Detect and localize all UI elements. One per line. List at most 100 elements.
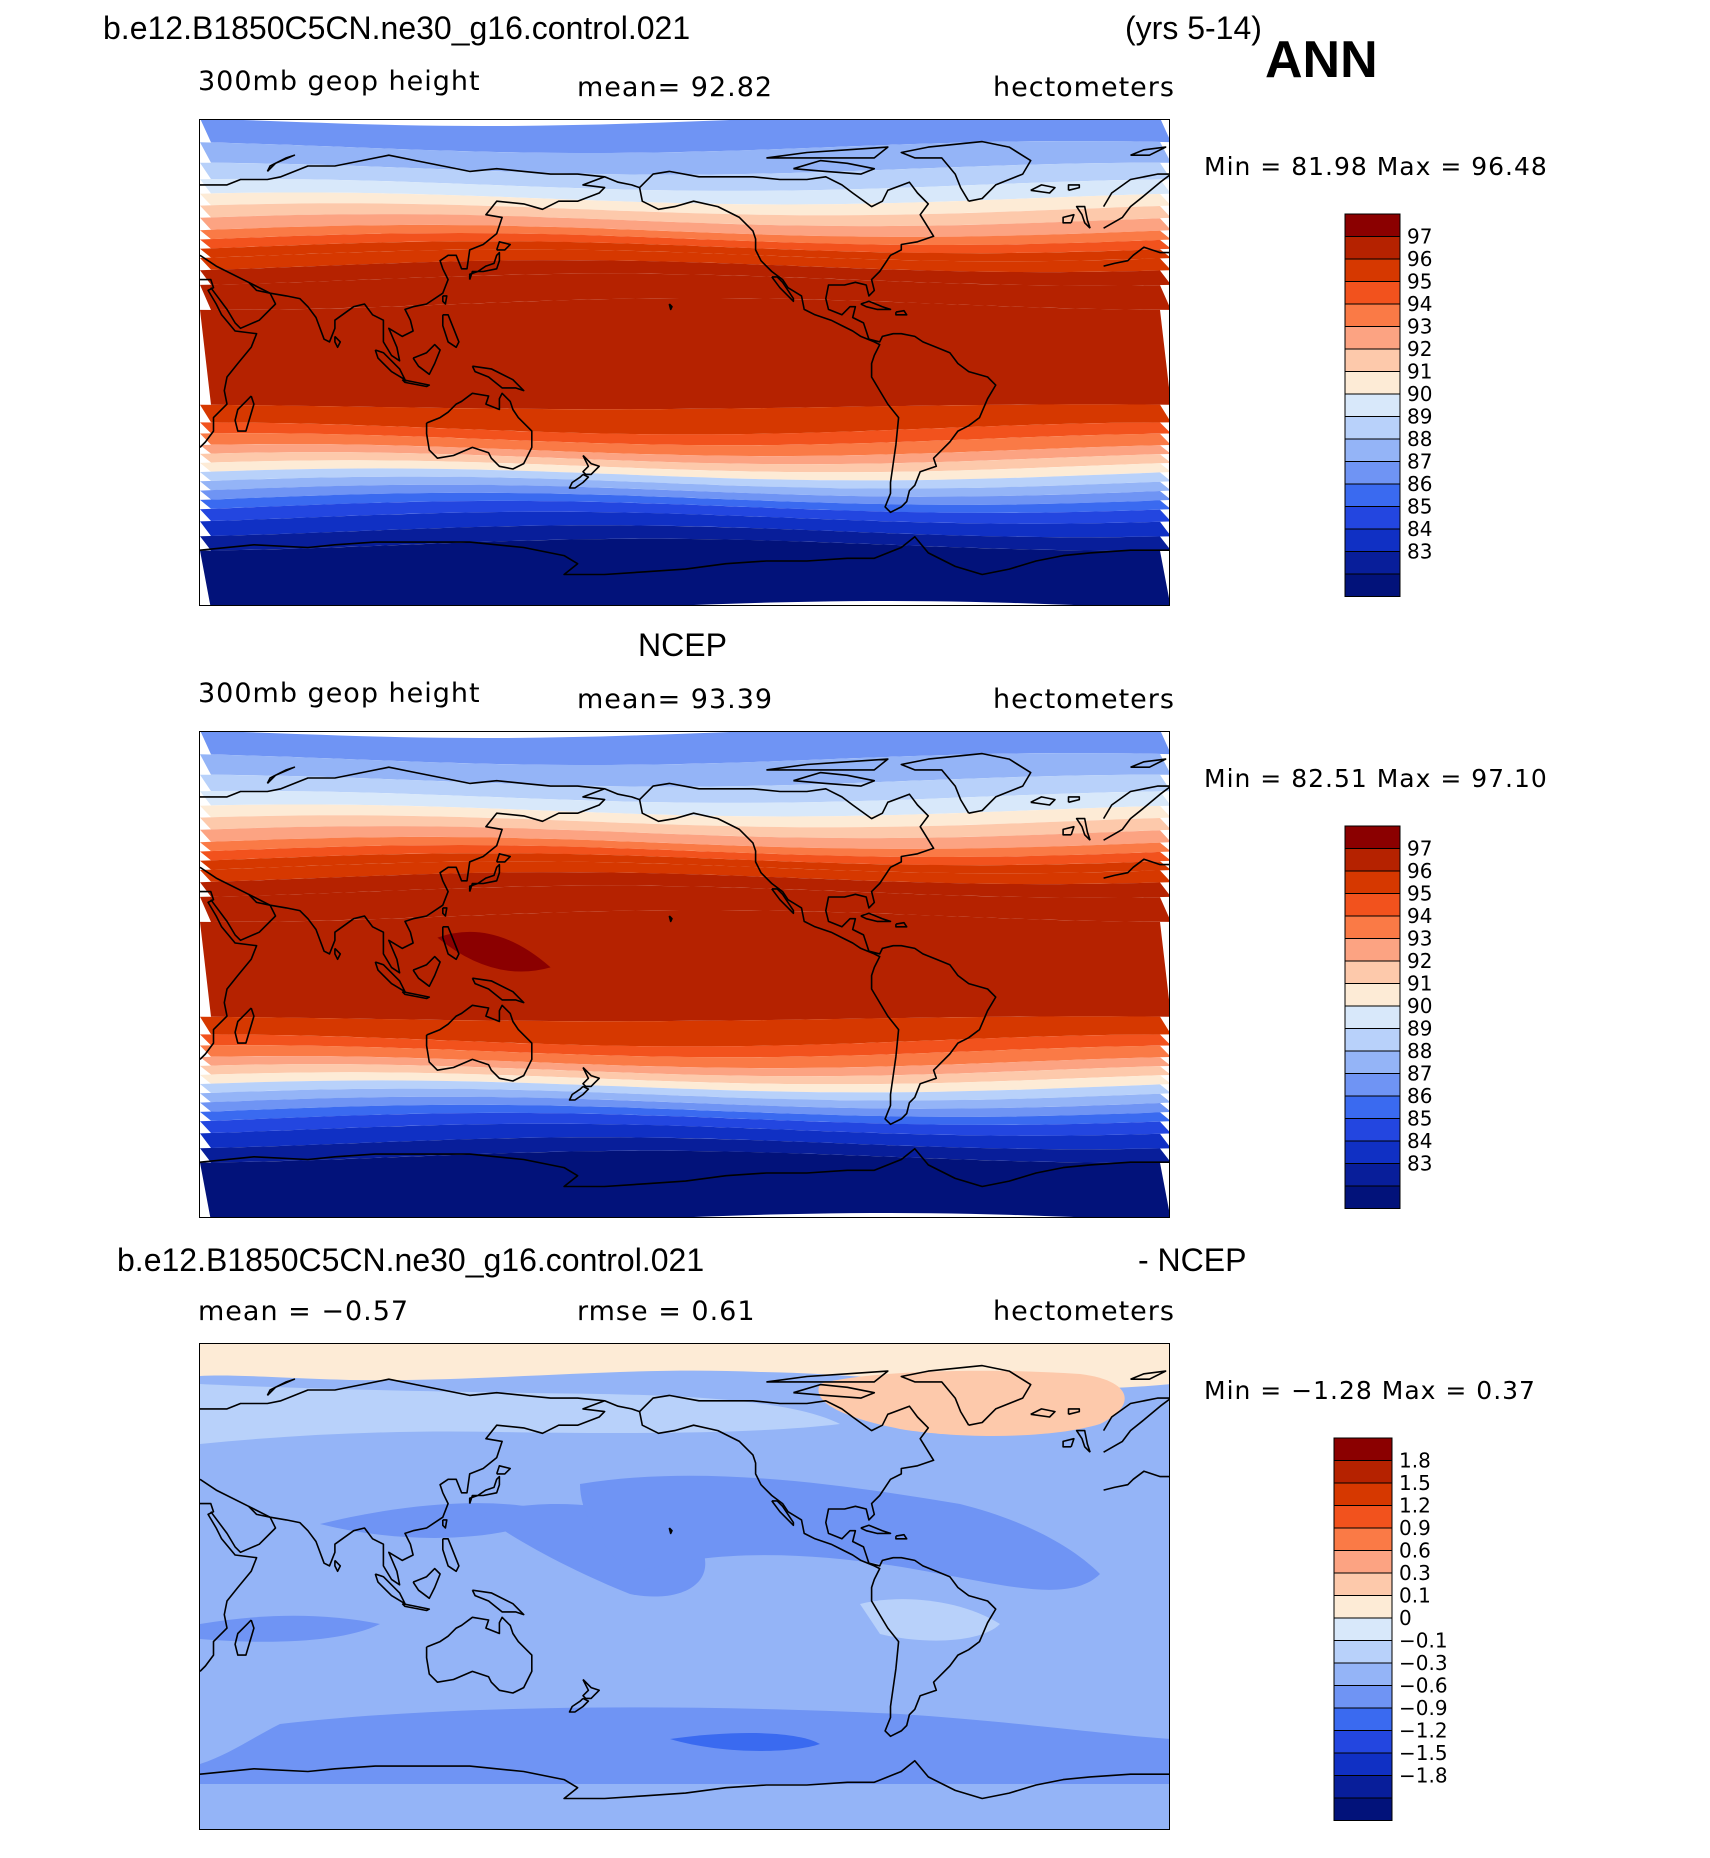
colorbar-tick-label: 83 xyxy=(1407,540,1432,564)
colorbar-tick-label: 92 xyxy=(1407,949,1432,973)
colorbar-box xyxy=(1344,1140,1401,1164)
coastline xyxy=(1130,758,1167,768)
colorbar-box xyxy=(1344,326,1401,350)
coastline xyxy=(860,1524,892,1535)
colorbar-tick-label: −1.2 xyxy=(1399,1719,1448,1743)
colorbar-tick-label: 88 xyxy=(1407,427,1432,451)
contour-band xyxy=(860,1599,1000,1641)
coastline xyxy=(1067,184,1081,192)
colorbar-box xyxy=(1344,506,1401,530)
colorbar-box xyxy=(1344,870,1401,894)
contour-band xyxy=(200,241,1169,262)
coastline xyxy=(471,977,525,1004)
colorbar-box xyxy=(1333,1730,1393,1754)
contour-band xyxy=(200,826,1169,849)
contour-band xyxy=(200,790,1169,817)
contour-band xyxy=(200,1096,1169,1117)
coastline xyxy=(1103,1398,1169,1453)
colorbar-box xyxy=(1333,1617,1393,1641)
coastline xyxy=(266,1378,296,1396)
coastline xyxy=(568,473,590,489)
coastline xyxy=(234,395,255,432)
coastline xyxy=(471,1589,525,1616)
coastline xyxy=(638,1394,997,1738)
colorbar-box xyxy=(1344,551,1401,575)
contour-band xyxy=(200,1034,1169,1058)
colorbar-tick-label: 95 xyxy=(1407,270,1432,294)
coastline xyxy=(468,1475,501,1504)
contour-band xyxy=(818,1370,1125,1436)
colorbar-box xyxy=(1344,1095,1401,1119)
coastline xyxy=(334,335,342,349)
coastline xyxy=(793,771,876,787)
coastline xyxy=(1130,146,1167,156)
panel2-map xyxy=(199,731,1170,1218)
contour-band xyxy=(200,444,1169,465)
coastline xyxy=(1102,1397,1169,1432)
panel3-title-right: - NCEP xyxy=(1138,1242,1247,1278)
colorbar-tick-label: 89 xyxy=(1407,1017,1432,1041)
coastline xyxy=(1103,1470,1169,1491)
coastline xyxy=(895,921,908,928)
panel2-title: NCEP xyxy=(638,627,727,663)
colorbar-box xyxy=(1333,1482,1393,1506)
colorbar-box xyxy=(1333,1437,1393,1461)
contour-band xyxy=(200,1784,1169,1829)
season-label: ANN xyxy=(1265,31,1378,89)
contour-band xyxy=(200,1045,1169,1069)
contour-band xyxy=(200,1080,1169,1101)
panel2-minmax: Min = 82.51 Max = 97.10 xyxy=(1204,764,1548,793)
coastline xyxy=(401,990,431,1000)
contour-band xyxy=(200,120,1169,154)
case-title: b.e12.B1850C5CN.ne30_g16.control.021 xyxy=(103,10,691,46)
coastline xyxy=(860,300,892,311)
colorbar-box xyxy=(1344,1073,1401,1097)
colorbar-box xyxy=(1333,1775,1393,1799)
contour-band xyxy=(200,298,1169,410)
coastline xyxy=(1075,1429,1091,1453)
coastline xyxy=(442,907,448,917)
panel2-variable-label: 300mb geop height xyxy=(198,678,481,709)
coastline xyxy=(900,140,1032,202)
colorbar-tick-label: 90 xyxy=(1407,382,1432,406)
coastline xyxy=(1075,205,1091,229)
coastline xyxy=(334,947,342,961)
colorbar-tick-label: 97 xyxy=(1407,225,1432,249)
panel1-units-label: hectometers xyxy=(993,72,1175,103)
colorbar-box xyxy=(1344,416,1401,440)
coastline xyxy=(412,343,441,376)
contour-band xyxy=(200,525,1169,551)
coastline xyxy=(668,303,673,311)
panel3-mean-label: mean = −0.57 xyxy=(198,1296,410,1327)
colorbar-box xyxy=(1344,915,1401,939)
coastline xyxy=(582,1678,600,1700)
coastline xyxy=(471,365,525,392)
contour-band xyxy=(200,732,1169,766)
contour-band xyxy=(200,178,1169,205)
colorbar-tick-label: 93 xyxy=(1407,315,1432,339)
coastline xyxy=(495,241,511,251)
coastline xyxy=(495,853,511,863)
contour-band xyxy=(200,1150,1169,1217)
colorbar-box xyxy=(1344,1118,1401,1142)
contour-band xyxy=(200,162,1169,191)
panel3-rmse-label: rmse = 0.61 xyxy=(577,1296,756,1327)
panel2-colorbar: 97 96 95 94 93 92 91 90 89 88 87 86 85 84 83 xyxy=(1344,825,1479,1217)
contour-band xyxy=(200,774,1169,803)
coastline xyxy=(900,752,1032,814)
colorbar-tick-label: 91 xyxy=(1407,360,1432,384)
contour-band xyxy=(200,214,1169,237)
coastline xyxy=(200,866,277,942)
colorbar-tick-label: 0 xyxy=(1399,1606,1412,1630)
coastline xyxy=(668,915,673,923)
coastline xyxy=(1067,796,1081,804)
colorbar-box xyxy=(1344,213,1401,237)
coastline xyxy=(793,159,876,175)
colorbar-box xyxy=(1344,258,1401,282)
coastline xyxy=(200,278,258,448)
colorbar-box xyxy=(1344,371,1401,395)
coastline xyxy=(425,392,533,470)
coastline xyxy=(401,1602,431,1612)
contour-band xyxy=(200,1104,1169,1125)
colorbar-box xyxy=(1344,303,1401,327)
